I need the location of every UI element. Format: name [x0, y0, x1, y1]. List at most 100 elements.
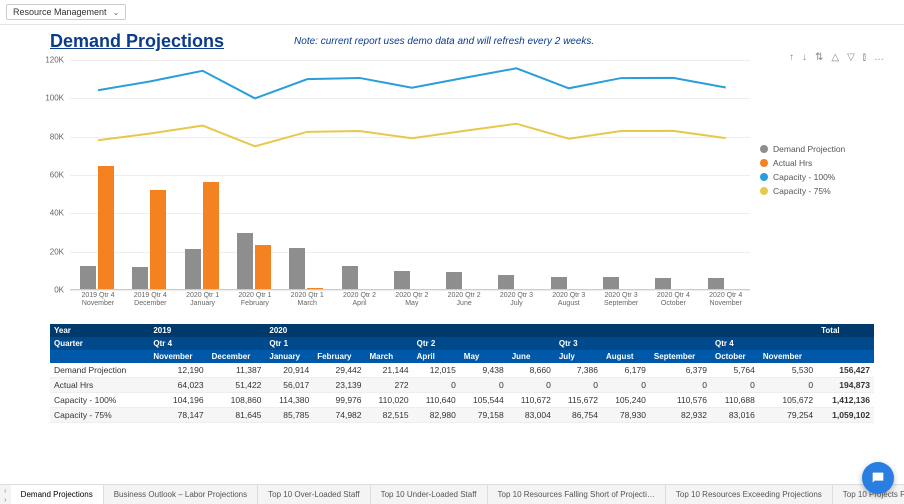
- table-cell: 85,785: [265, 408, 313, 423]
- table-cell: 20,914: [265, 363, 313, 378]
- legend-item: Actual Hrs: [760, 158, 880, 168]
- table-cell: 110,672: [508, 393, 555, 408]
- legend-swatch: [760, 159, 768, 167]
- x-axis-label: 2020 Qtr 3September: [597, 292, 645, 307]
- table-cell: 0: [508, 378, 555, 393]
- table-cell: 272: [366, 378, 413, 393]
- sheet-tab[interactable]: Top 10 Under-Loaded Staff: [371, 485, 488, 504]
- sheet-tab[interactable]: Top 10 Resources Exceeding Projections: [666, 485, 833, 504]
- table-cell: 82,515: [366, 408, 413, 423]
- legend-swatch: [760, 173, 768, 181]
- row-total: 156,427: [817, 363, 874, 378]
- table-cell: 81,645: [208, 408, 266, 423]
- x-axis-label: 2020 Qtr 1February: [231, 292, 279, 307]
- y-tick-label: 20K: [50, 247, 64, 256]
- table-cell: 110,688: [711, 393, 759, 408]
- y-tick-label: 0K: [54, 286, 64, 295]
- chart-area: 0K20K40K60K80K100K120K 2019 Qtr 4Novembe…: [40, 60, 760, 320]
- y-tick-label: 80K: [50, 132, 64, 141]
- table-cell: 51,422: [208, 378, 266, 393]
- table-header: May: [460, 350, 508, 363]
- row-total: 194,873: [817, 378, 874, 393]
- table-header: December: [208, 350, 266, 363]
- table-cell: 8,660: [508, 363, 555, 378]
- x-axis-label: 2019 Qtr 4December: [126, 292, 174, 307]
- legend-item: Capacity - 100%: [760, 172, 880, 182]
- table-header: Year: [50, 324, 149, 337]
- table-header: January: [265, 350, 313, 363]
- table-header: [50, 350, 149, 363]
- table-cell: 6,379: [650, 363, 711, 378]
- table-row: Demand Projection12,19011,38720,91429,44…: [50, 363, 874, 378]
- legend-swatch: [760, 145, 768, 153]
- x-axis-label: 2020 Qtr 2June: [440, 292, 488, 307]
- legend-label: Capacity - 75%: [773, 186, 831, 196]
- legend-label: Demand Projection: [773, 144, 845, 154]
- table-header: Qtr 2: [413, 337, 555, 350]
- table-cell: 104,196: [149, 393, 207, 408]
- toolbar-icon-2[interactable]: ⇅: [815, 52, 823, 63]
- row-total: 1,059,102: [817, 408, 874, 423]
- toolbar-icon-5[interactable]: ⫾: [863, 52, 866, 63]
- x-axis-label: 2020 Qtr 2April: [336, 292, 384, 307]
- table-header: 2020: [265, 324, 817, 337]
- table-header: September: [650, 350, 711, 363]
- toolbar-icon-1[interactable]: ↓: [802, 52, 807, 63]
- report-note: Note: current report uses demo data and …: [294, 36, 594, 47]
- row-label: Capacity - 100%: [50, 393, 149, 408]
- legend-label: Actual Hrs: [773, 158, 812, 168]
- line-cap100: [98, 68, 726, 98]
- table-cell: 83,016: [711, 408, 759, 423]
- x-axis-label: 2020 Qtr 3August: [545, 292, 593, 307]
- table-cell: 105,672: [759, 393, 817, 408]
- toolbar-icon-4[interactable]: ▽: [847, 52, 855, 63]
- table-cell: 56,017: [265, 378, 313, 393]
- table-cell: 0: [759, 378, 817, 393]
- table-cell: 0: [460, 378, 508, 393]
- table-cell: 79,158: [460, 408, 508, 423]
- sheet-tab[interactable]: Demand Projections: [11, 485, 104, 504]
- x-axis-label: 2020 Qtr 4November: [702, 292, 750, 307]
- x-axis-label: 2020 Qtr 3July: [492, 292, 540, 307]
- toolbar-icon-0[interactable]: ↑: [789, 52, 794, 63]
- dropdown-selected-label: Resource Management: [13, 7, 107, 17]
- report-selector-dropdown[interactable]: Resource Management ⌄: [6, 4, 126, 20]
- table-cell: 0: [413, 378, 460, 393]
- table-cell: 0: [555, 378, 602, 393]
- table-header: Qtr 4: [711, 337, 817, 350]
- x-axis-label: 2020 Qtr 4October: [649, 292, 697, 307]
- table-cell: 105,544: [460, 393, 508, 408]
- table-cell: 5,764: [711, 363, 759, 378]
- legend-swatch: [760, 187, 768, 195]
- table-cell: 82,980: [413, 408, 460, 423]
- tab-scroll-arrows[interactable]: ‹ ›: [0, 485, 11, 504]
- table-cell: 110,020: [366, 393, 413, 408]
- x-axis-label: 2020 Qtr 2May: [388, 292, 436, 307]
- line-cap75: [98, 124, 726, 147]
- toolbar-icon-3[interactable]: △: [831, 52, 839, 63]
- chat-icon: [870, 470, 886, 486]
- data-table: Year20192020Total QuarterQtr 4Qtr 1Qtr 2…: [50, 324, 874, 423]
- table-header: August: [602, 350, 650, 363]
- sheet-tab[interactable]: Top 10 Over-Loaded Staff: [258, 485, 370, 504]
- row-total: 1,412,136: [817, 393, 874, 408]
- table-row: Actual Hrs64,02351,42256,01723,139272000…: [50, 378, 874, 393]
- sheet-tab[interactable]: Top 10 Resources Falling Short of Projec…: [488, 485, 666, 504]
- table-header: March: [366, 350, 413, 363]
- grid-line: [70, 290, 750, 291]
- chart-legend: Demand Projection Actual Hrs Capacity - 10…: [760, 60, 880, 320]
- sheet-tab[interactable]: Business Outlook – Labor Projections: [104, 485, 258, 504]
- table-cell: 7,386: [555, 363, 602, 378]
- toolbar-icon-6[interactable]: …: [874, 52, 884, 63]
- table-cell: 9,438: [460, 363, 508, 378]
- row-label: Capacity - 75%: [50, 408, 149, 423]
- table-header: [817, 337, 874, 350]
- x-axis-label: 2020 Qtr 1March: [283, 292, 331, 307]
- table-cell: 0: [602, 378, 650, 393]
- table-cell: 79,254: [759, 408, 817, 423]
- table-cell: 0: [650, 378, 711, 393]
- help-chat-button[interactable]: [862, 462, 894, 494]
- table-cell: 6,179: [602, 363, 650, 378]
- table-header: February: [313, 350, 365, 363]
- table-cell: 29,442: [313, 363, 365, 378]
